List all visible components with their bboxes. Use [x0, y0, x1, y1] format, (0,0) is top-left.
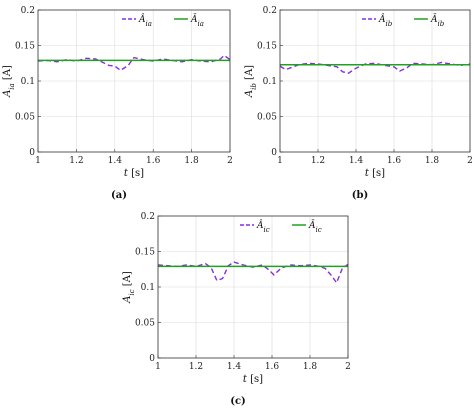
y-tick-label: 0.2 — [141, 212, 155, 222]
y-tick-label: 0.2 — [263, 6, 277, 16]
x-tick-label: 1.6 — [265, 362, 280, 372]
legend-entry: Âic — [256, 219, 270, 234]
y-axis-label: Aib [A] — [244, 65, 258, 98]
y-tick-label: 0.15 — [257, 42, 277, 52]
y-tick-label: 0.05 — [257, 113, 277, 123]
y-axis-label: Aic [A] — [122, 271, 136, 304]
x-tick-label: 1 — [277, 156, 283, 166]
y-tick-label: 0 — [29, 148, 35, 158]
x-tick-label: 1 — [35, 156, 41, 166]
plot-frame — [157, 215, 349, 359]
x-tick-label: 1.2 — [189, 362, 203, 372]
y-tick-label: 0 — [271, 148, 277, 158]
legend-entry: Âia — [138, 13, 152, 28]
y-tick-label: 0.1 — [21, 77, 35, 87]
x-tick-label: 1.4 — [108, 156, 123, 166]
y-tick-label: 0.2 — [21, 6, 35, 16]
panel-label: (c) — [230, 396, 246, 407]
legend: Âia Āia — [122, 13, 204, 28]
legend-entry: Âib — [378, 13, 393, 28]
x-tick-label: 1.4 — [227, 362, 242, 372]
y-tick-label: 0.05 — [15, 113, 35, 123]
x-tick-label: 2 — [345, 362, 351, 372]
x-tick-label: 2 — [467, 156, 473, 166]
legend-entry: Āic — [308, 219, 322, 234]
x-tick-label: 1.8 — [303, 362, 318, 372]
y-tick-label: 0.1 — [263, 77, 277, 87]
panel-label: (a) — [111, 190, 127, 201]
chart-panel-c: 1 1.2 1.4 1.6 1.8 2 0 0.05 0.1 0.15 0.2 Âic Āic t [s]… — [122, 212, 351, 407]
legend-entry: Āia — [190, 13, 204, 28]
chart-panel-a: 1 1.2 1.4 1.6 1.8 2 0 0.05 0.1 0.15 0.2 Âia Āia t [s]… — [2, 6, 233, 201]
x-tick-label: 1.2 — [311, 156, 325, 166]
x-tick-label: 2 — [227, 156, 233, 166]
x-tick-label: 1.6 — [387, 156, 402, 166]
x-tick-label: 1 — [155, 362, 161, 372]
x-tick-label: 1.8 — [184, 156, 199, 166]
y-tick-label: 0.05 — [135, 319, 155, 329]
chart-panel-b: 1 1.2 1.4 1.6 1.8 2 0 0.05 0.1 0.15 0.2 Âib Āib t [s]… — [244, 6, 473, 201]
x-tick-label: 1.8 — [425, 156, 440, 166]
plot-frame — [279, 9, 471, 153]
panel-label: (b) — [352, 190, 368, 201]
y-tick-label: 0 — [149, 354, 155, 364]
y-tick-label: 0.1 — [141, 283, 155, 293]
x-axis-label: t [s] — [243, 374, 263, 385]
x-axis-label: t [s] — [365, 168, 385, 179]
x-axis-label: t [s] — [124, 168, 144, 179]
legend-entry: Āib — [430, 13, 445, 28]
y-tick-label: 0.15 — [15, 42, 35, 52]
y-tick-label: 0.15 — [135, 248, 155, 258]
x-tick-label: 1.2 — [69, 156, 83, 166]
y-axis-label: Aia [A] — [2, 65, 16, 98]
x-tick-label: 1.4 — [349, 156, 364, 166]
series-estimate-line — [37, 54, 231, 72]
plot-frame — [37, 9, 231, 153]
legend: Âic Āic — [240, 219, 322, 234]
x-tick-label: 1.6 — [146, 156, 161, 166]
legend: Âib Āib — [362, 13, 445, 28]
